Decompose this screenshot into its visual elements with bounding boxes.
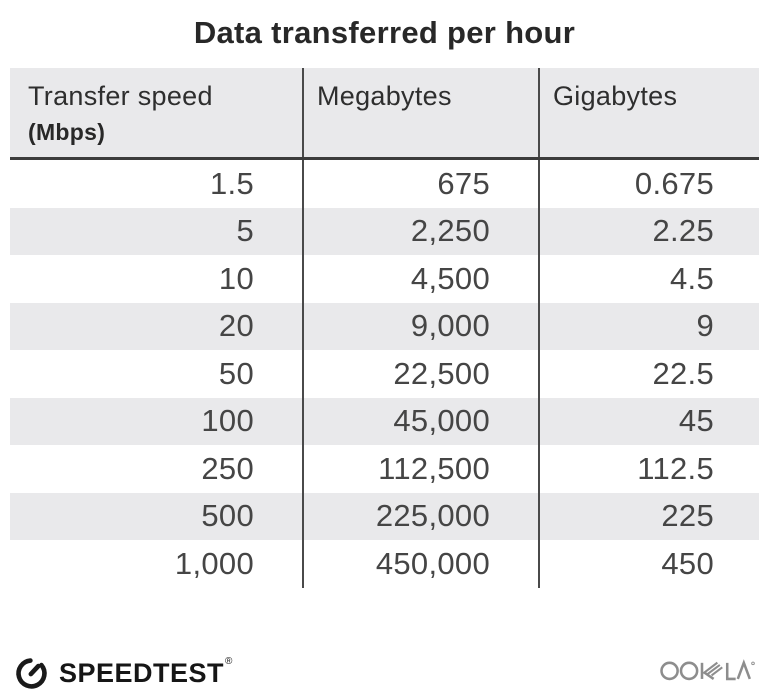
header-label: Megabytes [317, 81, 452, 111]
gigabytes-cell: 450 [538, 540, 759, 588]
header-label: Gigabytes [553, 81, 678, 111]
table-header-row: Transfer speed (Mbps) Megabytes Gigabyte… [10, 68, 759, 160]
speed-cell: 500 [201, 498, 254, 534]
table-row: 1.5 675 0.675 [10, 160, 759, 208]
megabytes-cell: 4,500 [302, 255, 538, 303]
speedtest-wordmark: SPEEDTEST® [59, 656, 233, 688]
megabytes-cell: 9,000 [302, 302, 538, 350]
speed-cell: 20 [218, 308, 254, 344]
speed-cell: 250 [201, 450, 254, 486]
table-body: 1.5 675 0.675 5 2,250 2.25 10 4,500 4.5 20 9,000 9 5… [10, 160, 759, 588]
table-row: 10 4,500 4.5 [10, 255, 759, 303]
megabytes-cell: 2,250 [302, 207, 538, 255]
gigabytes-cell: 9 [538, 302, 759, 350]
table-row: 5 2,250 2.25 [10, 207, 759, 255]
megabytes-cell: 22,500 [302, 350, 538, 398]
megabytes-cell: 45,000 [302, 397, 538, 445]
table-row: 20 9,000 9 [10, 302, 759, 350]
speed-cell: 1,000 [174, 545, 254, 581]
header-cell-gigabytes: Gigabytes [538, 68, 759, 157]
gigabytes-cell: 112.5 [538, 445, 759, 493]
megabytes-cell: 450,000 [302, 540, 538, 588]
gigabytes-cell: 225 [538, 492, 759, 540]
header-cell-transfer-speed: Transfer speed (Mbps) [10, 68, 302, 157]
ookla-wordmark-icon [660, 659, 755, 681]
table-row: 50 22,500 22.5 [10, 350, 759, 398]
table-row: 100 45,000 45 [10, 397, 759, 445]
speed-cell: 5 [236, 213, 254, 249]
header-label: Transfer speed [28, 81, 213, 111]
registered-trademark-icon: ® [225, 656, 233, 667]
speed-cell: 50 [218, 355, 254, 391]
ookla-logo [659, 654, 757, 689]
megabytes-cell: 675 [302, 160, 538, 208]
speed-cell: 100 [201, 403, 254, 439]
speedtest-logo: SPEEDTEST® [13, 654, 233, 691]
page-title: Data transferred per hour [193, 15, 576, 50]
header-sublabel-units: (Mbps) [28, 119, 106, 145]
speed-cell: 1.5 [210, 165, 254, 201]
gigabytes-cell: 45 [538, 397, 759, 445]
table-row: 250 112,500 112.5 [10, 445, 759, 493]
gigabytes-cell: 2.25 [538, 207, 759, 255]
table-row: 500 225,000 225 [10, 492, 759, 540]
header-cell-megabytes: Megabytes [302, 68, 538, 157]
speed-cell: 10 [218, 260, 254, 296]
gigabytes-cell: 4.5 [538, 255, 759, 303]
speedtest-gauge-icon [16, 658, 47, 689]
megabytes-cell: 225,000 [302, 492, 538, 540]
gigabytes-cell: 22.5 [538, 350, 759, 398]
data-table: Transfer speed (Mbps) Megabytes Gigabyte… [10, 68, 759, 588]
megabytes-cell: 112,500 [302, 445, 538, 493]
gigabytes-cell: 0.675 [538, 160, 759, 208]
table-row: 1,000 450,000 450 [10, 540, 759, 588]
